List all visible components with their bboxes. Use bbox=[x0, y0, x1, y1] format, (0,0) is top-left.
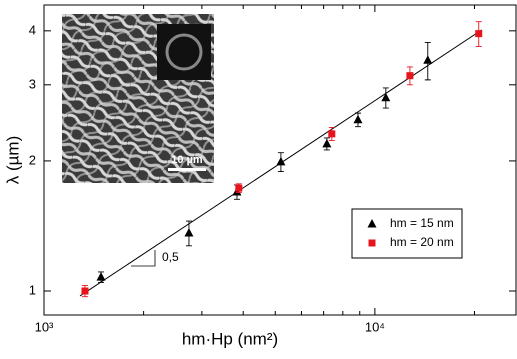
x-axis-label: hm·Hp (nm²) bbox=[182, 329, 278, 348]
x-tick-label: 10³ bbox=[35, 319, 54, 334]
marker bbox=[475, 30, 482, 37]
marker bbox=[81, 288, 88, 295]
marker bbox=[423, 55, 432, 64]
x-tick-label: 10⁴ bbox=[365, 319, 385, 334]
y-tick-label: 3 bbox=[29, 76, 36, 91]
marker bbox=[235, 185, 242, 192]
marker bbox=[406, 72, 413, 79]
chart: 10 µm 0,5 hm·Hp (nm²) λ (µm) 10³ 10⁴ 1 2 3 4 h… bbox=[0, 0, 517, 354]
inset-image: 10 µm bbox=[62, 14, 214, 183]
marker bbox=[328, 130, 335, 137]
marker bbox=[353, 115, 362, 124]
marker bbox=[97, 272, 106, 281]
inset-scale-label: 10 µm bbox=[171, 154, 203, 166]
legend-label: hm = 15 nm bbox=[390, 216, 454, 230]
y-tick-label: 1 bbox=[29, 282, 36, 297]
y-tick-label: 2 bbox=[29, 152, 36, 167]
marker bbox=[381, 93, 390, 102]
marker bbox=[184, 228, 193, 237]
y-axis-label: λ (µm) bbox=[3, 136, 22, 185]
y-tick-label: 4 bbox=[29, 22, 36, 37]
slope-label: 0,5 bbox=[162, 250, 179, 264]
legend-label: hm = 20 nm bbox=[390, 235, 454, 249]
legend-marker bbox=[369, 240, 376, 247]
